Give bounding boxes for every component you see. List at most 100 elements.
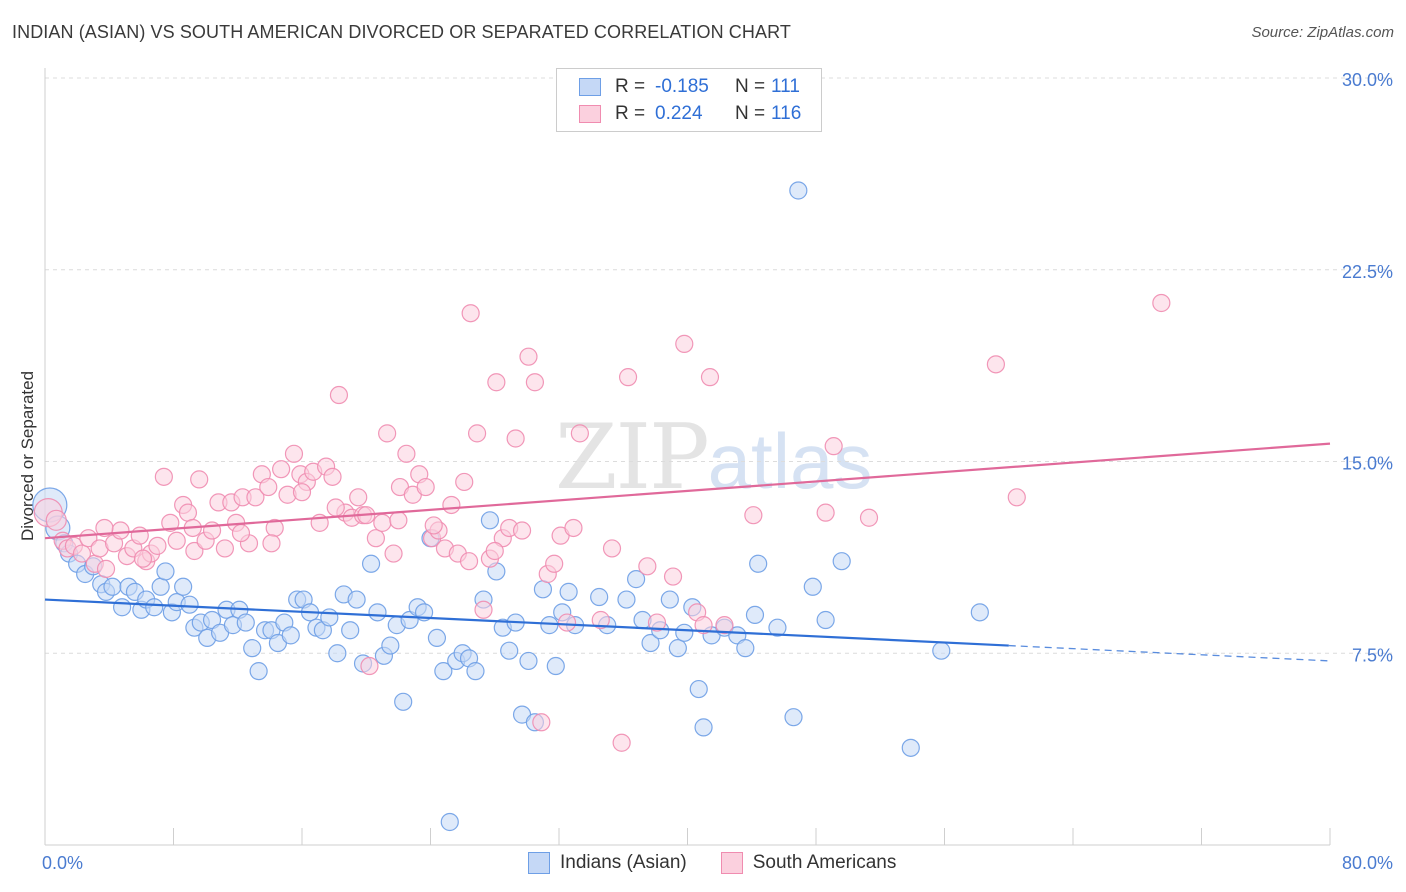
south-americans-point (638, 557, 657, 576)
south-americans-point (416, 477, 435, 497)
south-americans-point (373, 513, 392, 532)
south-americans-point (272, 460, 291, 479)
indians-point (151, 577, 170, 596)
correlation-legend: R = -0.185 N = 111 R = 0.224 N = 116 (556, 68, 822, 132)
south-americans-point (360, 656, 379, 676)
y-tick-label: 7.5% (1352, 645, 1393, 665)
south-americans-point (262, 534, 281, 553)
south-americans-point (442, 495, 461, 515)
south-americans-point (95, 518, 114, 538)
indians-point (466, 662, 485, 681)
south-americans-point (700, 368, 720, 387)
south-americans-point (389, 511, 408, 530)
south-americans-point (618, 368, 638, 387)
south-americans-point (329, 385, 349, 405)
indians-point (347, 590, 366, 609)
south-americans-point (859, 508, 879, 527)
south-americans-point (133, 549, 153, 568)
indians-point (519, 651, 538, 671)
south-americans-point (326, 498, 345, 517)
indians-point (112, 598, 132, 617)
south-americans-point (378, 424, 397, 443)
indians-point (202, 610, 222, 630)
south-americans-point (824, 437, 843, 456)
south-americans-point (663, 567, 683, 586)
south-americans-point (167, 531, 186, 550)
south-americans-point (506, 429, 525, 448)
south-americans-point (384, 544, 403, 563)
indians-point (728, 626, 747, 645)
indians-point (832, 552, 851, 571)
indians-point (243, 639, 262, 658)
indians-point (341, 621, 360, 640)
south-americans-point (459, 552, 479, 571)
south-americans-point (1152, 293, 1171, 313)
south-americans-trend-line (44, 442, 1331, 540)
indians-point (901, 738, 920, 757)
south-americans-point (366, 529, 385, 548)
south-americans-point (816, 503, 835, 522)
south-americans-point (512, 521, 532, 540)
indians-point (768, 618, 787, 637)
indians-point (533, 580, 553, 599)
south-americans-point (545, 554, 564, 573)
south-americans-point (455, 472, 474, 492)
south-americans-point (474, 600, 493, 619)
indians-point (434, 662, 453, 681)
watermark: ZIPatlas (555, 405, 872, 510)
south-americans-point (647, 613, 667, 632)
y-axis-title: Divorced or Separated (18, 371, 37, 541)
south-americans-point (231, 523, 251, 543)
indians-point (381, 636, 400, 655)
south-americans-point (292, 483, 312, 502)
indians-point (500, 641, 519, 660)
series-label-south-americans: South Americans (752, 852, 897, 873)
y-tick-label: 15.0% (1342, 454, 1393, 474)
indians-point (394, 692, 413, 711)
legend-r-label: R = (615, 76, 646, 97)
indians-point (249, 662, 268, 681)
series-label-indians: Indians (Asian) (560, 852, 687, 873)
south-americans-point (96, 559, 116, 578)
legend-n-value: 116 (771, 103, 802, 124)
series-legend-south-americans: South Americans (720, 852, 897, 874)
indians-point (660, 590, 679, 609)
south-americans-point (591, 610, 610, 630)
indians-point (641, 633, 660, 653)
series-swatch-indians (528, 852, 550, 874)
south-americans-point (570, 424, 589, 443)
south-americans-point (323, 467, 342, 486)
south-americans-point (612, 733, 631, 752)
south-americans-point (487, 373, 506, 392)
legend-n-label: N = (735, 103, 766, 124)
indians-point (789, 181, 808, 200)
legend-r-value: -0.185 (655, 76, 709, 97)
south-americans-point (349, 488, 368, 507)
indians-point (668, 639, 687, 658)
indians-point (736, 639, 755, 658)
south-americans-point (185, 541, 204, 561)
south-americans-point (72, 544, 92, 563)
chart-title: INDIAN (ASIAN) VS SOUTH AMERICAN DIVORCE… (12, 22, 791, 42)
south-americans-point (424, 516, 443, 535)
south-americans-point (602, 539, 622, 558)
south-americans-point (161, 513, 180, 532)
legend-row-indians: R = -0.185 N = 111 (579, 74, 800, 100)
indians-point (174, 577, 193, 596)
south-americans-point (246, 488, 265, 507)
south-americans-point (154, 467, 173, 486)
indians-point (320, 608, 339, 627)
indians-point (368, 603, 387, 622)
x-tick-label: 0.0% (42, 853, 83, 873)
indians-point (590, 587, 609, 607)
south-americans-point (45, 509, 67, 531)
south-americans-point (461, 304, 480, 323)
south-americans-point (525, 373, 545, 392)
indians-point (784, 708, 803, 727)
y-tick-label: 30.0% (1342, 70, 1393, 90)
south-americans-point (467, 424, 487, 443)
south-americans-point (675, 334, 694, 353)
indians-point (675, 623, 694, 642)
south-americans-point (532, 713, 551, 732)
indians-point (803, 577, 822, 596)
